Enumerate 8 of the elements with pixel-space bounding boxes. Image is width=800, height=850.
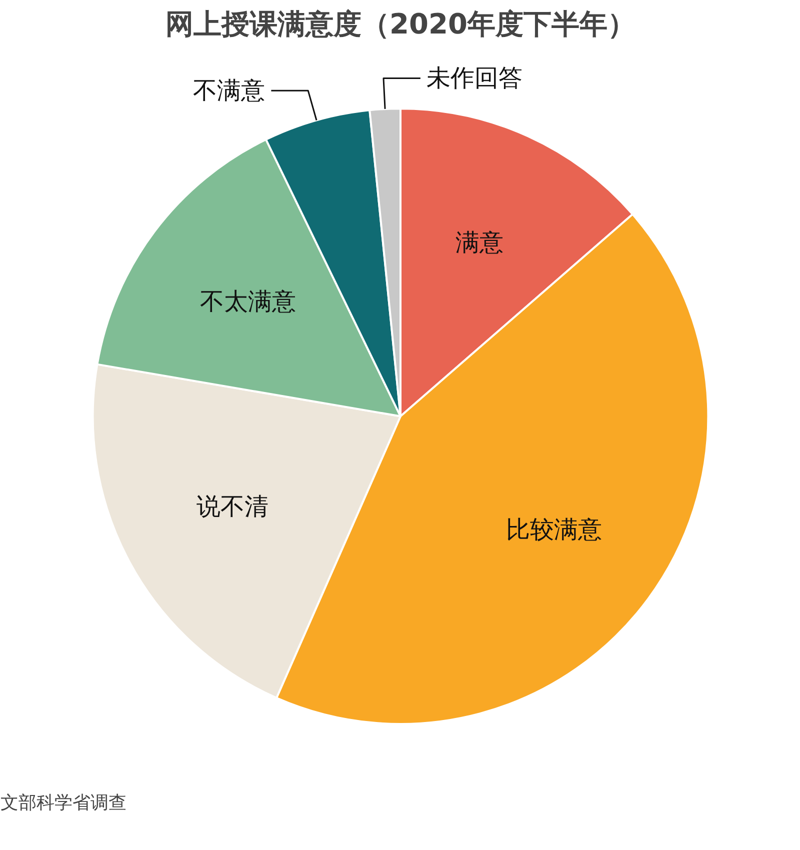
slice-label: 说不清: [196, 492, 268, 521]
text: 文部科学省调查: [0, 792, 126, 814]
slice-label: 未作回答: [426, 64, 523, 92]
slice-label: 比较满意: [506, 515, 602, 544]
chart-title: 网上授课满意度（2020年度下半年）: [166, 8, 636, 40]
slice-label: 满意: [456, 228, 504, 257]
slice-label: 不满意: [193, 76, 266, 105]
slice-label: 不太满意: [200, 288, 296, 316]
